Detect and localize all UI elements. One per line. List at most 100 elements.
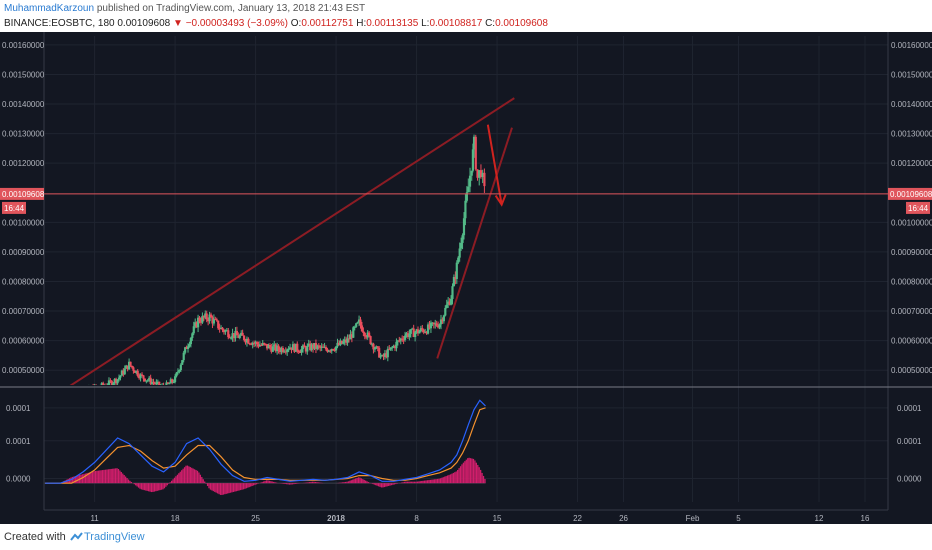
candle	[439, 319, 443, 325]
candle	[73, 394, 75, 395]
candle	[254, 342, 257, 344]
author-link[interactable]: MuhammadKarzoun	[4, 3, 95, 14]
candle	[370, 343, 374, 345]
candle	[455, 262, 458, 279]
low-value: 0.00108817	[429, 18, 483, 29]
candle	[276, 345, 279, 352]
candle	[380, 355, 384, 357]
candle	[281, 348, 284, 352]
candle	[143, 378, 147, 382]
down-arrow-annotation	[486, 124, 503, 205]
candle	[248, 343, 251, 345]
candle	[350, 334, 353, 338]
candle	[82, 391, 84, 394]
candle	[336, 342, 339, 347]
candle	[320, 346, 323, 348]
candle	[454, 277, 457, 279]
candle	[258, 345, 261, 347]
chart-area[interactable]: 0.00160000 0.00160000 0.00150000 0.00150000…	[0, 32, 932, 524]
y-tick-left-7: 0.00080000	[2, 277, 45, 286]
candle	[153, 383, 157, 385]
candle	[231, 333, 234, 338]
candle	[186, 346, 190, 349]
candle	[288, 347, 292, 350]
candle	[434, 323, 437, 325]
candle	[268, 344, 272, 348]
candle	[245, 338, 249, 343]
candle	[224, 330, 227, 333]
candle	[382, 355, 385, 357]
candle	[136, 370, 139, 377]
candle	[290, 347, 293, 351]
candle	[326, 349, 329, 352]
tradingview-brand[interactable]: TradingView	[84, 531, 145, 543]
candle	[211, 317, 214, 324]
candle	[135, 370, 138, 373]
candle	[110, 381, 113, 385]
candle	[138, 376, 141, 379]
candle	[352, 327, 355, 338]
candle	[310, 344, 313, 351]
candle	[78, 391, 80, 393]
candle	[291, 344, 295, 351]
candle	[212, 318, 215, 324]
candle	[247, 338, 250, 344]
high-label: H:	[356, 18, 367, 29]
candle	[156, 381, 159, 383]
candle	[349, 334, 352, 340]
chart-svg[interactable]: 0.00160000 0.00160000 0.00150000 0.00150000…	[0, 32, 932, 524]
candle	[294, 343, 297, 352]
candle	[109, 380, 112, 382]
candle	[458, 248, 461, 258]
candle	[339, 340, 342, 346]
candle	[176, 371, 180, 373]
candle	[340, 340, 343, 344]
candle	[221, 327, 224, 330]
candle	[113, 378, 116, 384]
candle	[426, 324, 430, 334]
candle	[189, 337, 192, 345]
trendline-1	[436, 127, 513, 359]
candle	[297, 350, 300, 352]
candle	[472, 136, 476, 150]
candle	[419, 328, 422, 332]
candle	[214, 318, 217, 320]
candle	[263, 343, 266, 345]
candle	[225, 330, 228, 332]
candle	[267, 344, 270, 349]
candle	[353, 326, 356, 328]
x-tick-1: 18	[171, 514, 180, 523]
candle	[171, 379, 174, 383]
price-change: −0.00003493 (−3.09%)	[185, 18, 288, 29]
low-label: L:	[421, 18, 430, 29]
close-label: C:	[485, 18, 496, 29]
candle	[199, 321, 203, 323]
candle	[242, 335, 246, 340]
candle	[334, 346, 338, 351]
candle	[232, 333, 236, 339]
candle	[329, 350, 332, 352]
candle	[322, 346, 325, 348]
y-tick-right-5: 0.00100000	[891, 218, 932, 227]
y-tick-right-10: 0.00050000	[891, 366, 932, 375]
candle	[465, 192, 468, 201]
candle	[311, 344, 315, 349]
candle	[457, 257, 460, 263]
candle	[324, 347, 328, 350]
candle	[401, 338, 404, 340]
candle	[283, 351, 286, 353]
candle	[241, 332, 244, 336]
candle	[192, 326, 195, 334]
candle	[201, 315, 204, 323]
published-text: published on TradingView.com, January 13…	[96, 3, 366, 14]
candle	[468, 175, 472, 187]
candle	[386, 348, 389, 358]
candle	[373, 348, 376, 350]
candle	[403, 335, 407, 340]
candle	[442, 315, 445, 322]
candle	[445, 304, 448, 308]
y-tick-right-0: 0.00160000	[891, 41, 932, 50]
candle	[264, 343, 267, 345]
y-tick-right-1: 0.00150000	[891, 70, 932, 79]
